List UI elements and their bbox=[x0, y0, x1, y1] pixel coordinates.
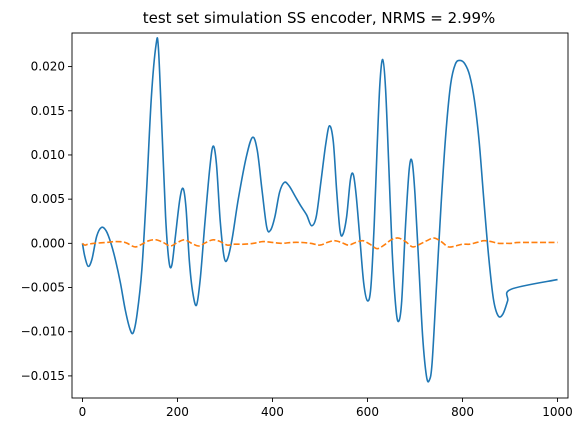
x-tick-label: 200 bbox=[166, 405, 189, 419]
plot-area bbox=[81, 37, 558, 383]
y-tick-label: 0.015 bbox=[31, 104, 65, 118]
chart-title: test set simulation SS encoder, NRMS = 2… bbox=[143, 9, 496, 27]
x-tick-label: 400 bbox=[261, 405, 284, 419]
x-tick-label: 1000 bbox=[542, 405, 573, 419]
axes-frame bbox=[71, 32, 569, 399]
y-tick-label: −0.015 bbox=[21, 369, 65, 383]
x-tick-label: 800 bbox=[451, 405, 474, 419]
x-tick-label: 600 bbox=[356, 405, 379, 419]
series-line-1 bbox=[81, 37, 558, 383]
y-tick-label: −0.010 bbox=[21, 325, 65, 339]
y-tick-label: 0.005 bbox=[31, 192, 65, 206]
y-tick-label: 0.000 bbox=[31, 236, 65, 250]
y-tick-label: 0.010 bbox=[31, 148, 65, 162]
y-tick-label: 0.020 bbox=[31, 60, 65, 74]
y-tick-label: −0.005 bbox=[21, 281, 65, 295]
axis-ticks: 0 200 400 600 800 1000 0.020 0.015 0.010 0.005 0.0… bbox=[21, 60, 573, 419]
series-line-2 bbox=[81, 237, 558, 250]
x-tick-label: 0 bbox=[79, 405, 87, 419]
